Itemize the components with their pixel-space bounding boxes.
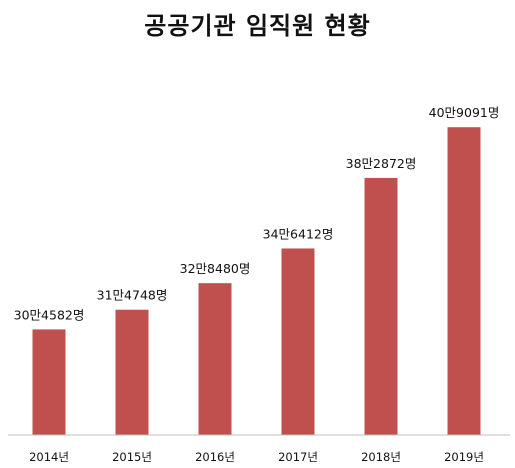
bar-2019년: [447, 127, 481, 436]
bar-2014년: [32, 329, 66, 435]
chart-title: 공공기관 임직원 현황: [144, 12, 371, 40]
bar-2018년: [364, 177, 398, 435]
bar-2016년: [198, 283, 232, 435]
x-tick-label: 2016년: [195, 450, 235, 464]
data-label: 31만4748명: [97, 288, 168, 303]
x-tick-label: 2017년: [278, 450, 318, 464]
bars-layer: [32, 127, 481, 436]
data-label: 38만2872명: [346, 156, 417, 171]
data-labels-layer: 30만4582명 31만4748명 32만8480명 34만6412명 38만2872명…: [14, 105, 500, 322]
x-tick-label: 2014년: [29, 450, 69, 464]
data-label: 34만6412명: [263, 226, 334, 241]
x-axis-ticks-layer: 2014년 2015년 2016년 2017년 2018년 2019년: [29, 450, 484, 464]
data-label: 32만8480명: [180, 261, 251, 276]
bar-2015년: [115, 309, 149, 435]
data-label: 30만4582명: [14, 307, 85, 322]
x-tick-label: 2018년: [361, 450, 401, 464]
x-tick-label: 2015년: [112, 450, 152, 464]
x-tick-label: 2019년: [444, 450, 484, 464]
bar-2017년: [281, 248, 315, 435]
data-label: 40만9091명: [429, 105, 500, 120]
